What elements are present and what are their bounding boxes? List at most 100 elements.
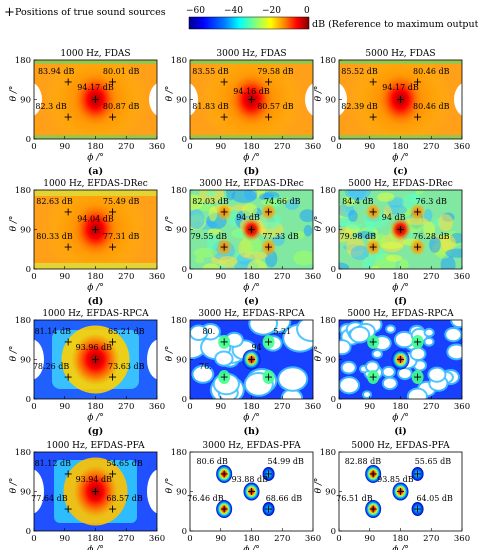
x-tick-label: 0 [187,534,192,544]
y-tick-label: 180 [15,448,31,458]
x-tick-label: 180 [87,534,103,544]
x-axis-label: ϕ /° [243,153,260,163]
y-axis-label: θ /° [9,346,19,362]
panel-title: 3000 Hz, EFDAS-DRec [199,179,304,189]
level-label: 68.57 dB [106,494,143,503]
y-axis-label: θ /° [314,346,324,362]
x-tick-label: 0 [336,142,341,152]
panel-tag: (g) [88,426,104,437]
x-axis-label: ϕ /° [87,413,104,423]
level-label: 54.99 dB [267,457,304,466]
y-axis-label: θ /° [165,346,175,362]
level-label: 93.96 dB [76,343,113,352]
level-label: 83.94 dB [38,67,75,76]
panel-title: 5000 Hz, EFDAS-PFA [351,441,450,451]
panel-title: 1000 Hz, EFDAS-RPCA [42,309,149,319]
x-axis-label: ϕ /° [392,283,409,293]
level-label: 84.4 dB [342,197,373,206]
x-tick-label: 180 [392,534,408,544]
level-label: 80.01 dB [103,67,140,76]
level-label: 83.55 dB [192,67,229,76]
y-tick-label: 90 [176,226,187,236]
heatmap [190,320,313,399]
y-tick-label: 180 [171,186,187,196]
x-tick-label: 270 [274,142,290,152]
y-tick-label: 180 [15,316,31,326]
x-tick-label: 90 [59,272,70,282]
y-tick-label: 90 [20,226,31,236]
x-tick-label: 180 [87,402,103,412]
x-axis-label: ϕ /° [87,545,104,550]
y-tick-label: 90 [325,96,336,106]
x-tick-label: 180 [243,534,259,544]
level-label: 93.94 dB [76,475,113,484]
x-tick-label: 270 [423,402,439,412]
level-label: 94 dB [382,213,406,222]
panel-tag: (b) [244,166,260,177]
panel-tag: (f) [394,296,407,307]
level-label: 94 [252,343,262,352]
x-tick-label: 360 [149,142,165,152]
x-tick-label: 360 [454,272,470,282]
x-tick-label: 90 [215,534,226,544]
panel-tag: (h) [244,426,260,437]
x-axis-label: ϕ /° [392,413,409,423]
x-tick-label: 180 [392,272,408,282]
level-label: 79.98 dB [340,232,377,241]
y-tick-label: 90 [325,356,336,366]
x-tick-label: 0 [336,534,341,544]
y-tick-label: 90 [325,488,336,498]
y-tick-label: 90 [20,488,31,498]
x-tick-label: 270 [274,272,290,282]
y-tick-label: 90 [325,226,336,236]
y-tick-label: 180 [320,448,336,458]
legend: + Positions of true sound sources −60 −4… [4,5,478,30]
level-label: 77.64 dB [31,494,68,503]
level-label: 54.65 dB [106,459,143,468]
level-label: 81.14 dB [35,327,72,336]
x-axis-label: ϕ /° [243,283,260,293]
x-tick-label: 360 [305,402,321,412]
level-label: 76.3 dB [416,197,447,206]
y-tick-label: 180 [15,56,31,66]
x-tick-label: 180 [392,402,408,412]
colorbar-tick: −20 [262,6,281,16]
x-axis-label: ϕ /° [243,413,260,423]
level-label: 94.04 dB [77,215,114,224]
y-tick-label: 90 [176,96,187,106]
x-tick-label: 270 [118,272,134,282]
level-label: 94 dB [236,213,260,222]
x-tick-label: 90 [364,142,375,152]
x-tick-label: 180 [243,142,259,152]
x-tick-label: 360 [305,534,321,544]
level-label: 85.52 dB [341,67,378,76]
level-label: 93.88 dB [232,475,269,484]
panel-tag: (c) [393,166,408,177]
level-label: 68.66 dB [266,494,303,503]
y-tick-label: 0 [182,395,187,405]
panel-title: 3000 Hz, FDAS [216,49,286,59]
y-tick-label: 0 [182,527,187,537]
level-label: 82.63 dB [36,197,73,206]
panel-title: 1000 Hz, FDAS [60,49,130,59]
x-tick-label: 90 [59,534,70,544]
x-tick-label: 360 [149,402,165,412]
level-label: 76.28 dB [413,232,450,241]
y-tick-label: 90 [176,356,187,366]
level-label: 93.85 dB [377,475,414,484]
level-label: 80.87 dB [103,102,140,111]
level-label: 82.39 dB [341,102,378,111]
panel-title: 3000 Hz, EFDAS-RPCA [198,309,305,319]
panel-tag: (i) [394,426,407,437]
y-tick-label: 0 [331,395,336,405]
level-label: 79.55 dB [191,232,228,241]
colorbar-tick: −40 [224,6,243,16]
source-marker-symbol: + [4,5,15,20]
